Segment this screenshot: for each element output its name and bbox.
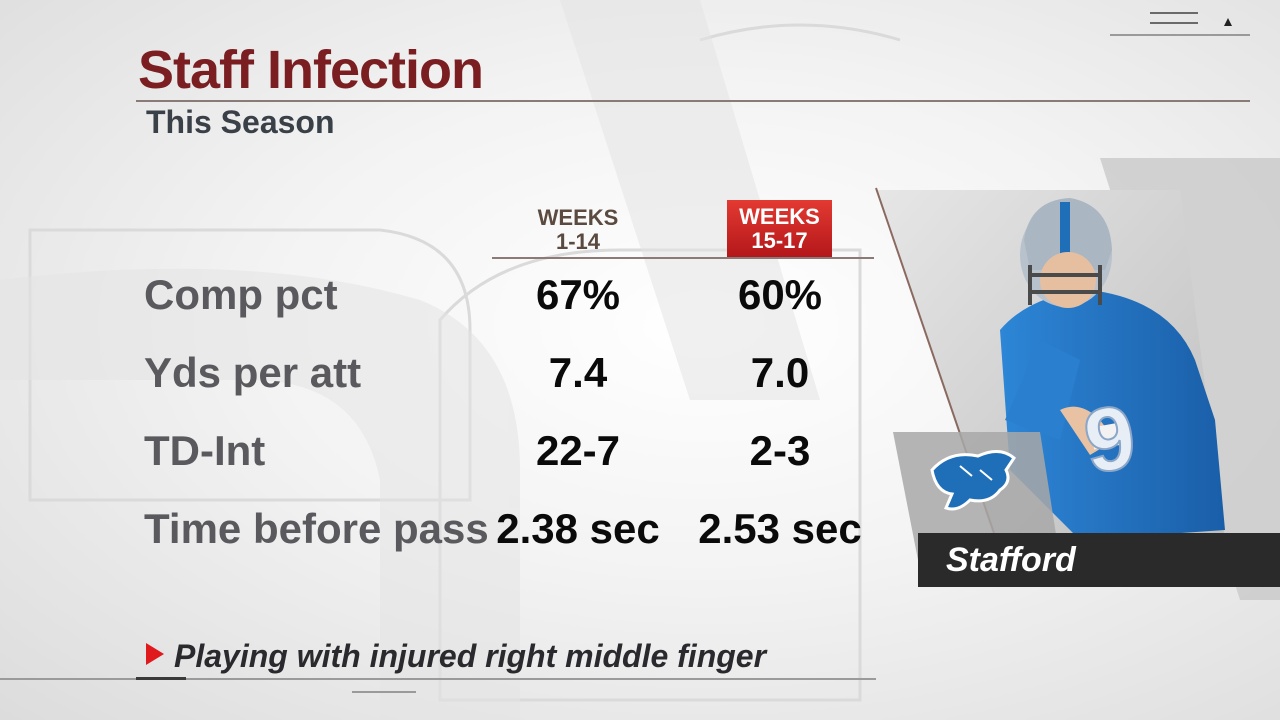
- top-right-decoration: [1110, 12, 1250, 36]
- column-header-line1: WEEKS: [739, 204, 820, 229]
- row-label-yds-per-att: Yds per att: [144, 349, 362, 396]
- footnote-text: Playing with injured right middle finger: [174, 638, 767, 674]
- bottom-divider-accent: [136, 677, 186, 680]
- column-header-line2: 15-17: [751, 228, 808, 253]
- column-header-weeks-1-14: WEEKS 1-14: [515, 206, 641, 258]
- column-header-divider: [492, 257, 874, 259]
- triangle-right-icon: [146, 643, 164, 665]
- cell-time-before-pass-weeks-1-14: 2.38 sec: [496, 505, 660, 552]
- player-name-bar: [918, 533, 1280, 587]
- column-header-line2: 1-14: [555, 229, 601, 254]
- bottom-divider: [0, 678, 876, 680]
- cell-td-int-weeks-15-17: 2-3: [749, 427, 811, 474]
- column-header-line1: WEEKS: [537, 205, 619, 230]
- cell-td-int-weeks-1-14: 22-7: [535, 427, 621, 474]
- graphic-subtitle: This Season: [146, 104, 335, 140]
- cell-time-before-pass-weeks-15-17: 2.53 sec: [698, 505, 862, 552]
- cell-comp-pct-weeks-1-14: 67%: [535, 271, 621, 318]
- cell-yds-per-att-weeks-1-14: 7.4: [548, 349, 608, 396]
- cell-comp-pct-weeks-15-17: 60%: [737, 271, 823, 318]
- row-label-td-int: TD-Int: [144, 427, 266, 474]
- bottom-divider-short: [352, 691, 416, 693]
- row-label-comp-pct: Comp pct: [144, 271, 338, 318]
- cell-yds-per-att-weeks-15-17: 7.0: [750, 349, 810, 396]
- column-header-weeks-15-17: WEEKS 15-17: [727, 200, 832, 257]
- footnote: Playing with injured right middle finger: [146, 636, 766, 676]
- title-divider: [136, 100, 1250, 102]
- row-label-time-before-pass: Time before pass: [144, 505, 489, 552]
- player-name: Stafford: [946, 541, 1076, 579]
- lion-logo-icon: [930, 450, 1016, 511]
- graphic-title: Staff Infection: [138, 40, 484, 100]
- player-photo: 9: [1000, 198, 1225, 540]
